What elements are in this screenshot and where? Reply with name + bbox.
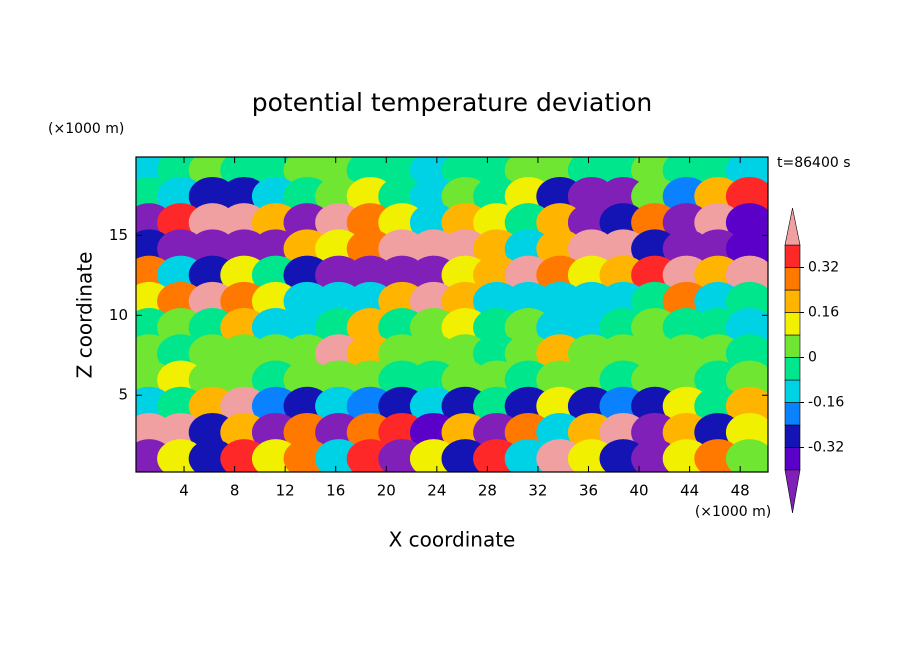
colorbar-segment	[784, 312, 801, 336]
x-tick-label: 8	[230, 482, 240, 500]
y-axis-label: Z coordinate	[73, 252, 97, 379]
colorbar-tick-label: 0.32	[808, 260, 839, 276]
x-tick-label: 12	[276, 482, 295, 500]
y-tick-label: 15	[109, 226, 128, 244]
x-tick-label: 24	[427, 482, 446, 500]
y-tick-label: 5	[118, 386, 128, 404]
x-unit: (×1000 m)	[695, 504, 771, 520]
colorbar-segment	[784, 379, 801, 403]
x-tick-label: 40	[630, 482, 649, 500]
colorbar-segment	[784, 267, 801, 291]
colorbar-tick-label: -0.32	[808, 440, 844, 456]
colorbar-segment	[784, 334, 801, 358]
colorbar-tick-label: 0.16	[808, 305, 839, 321]
colorbar-segment	[784, 447, 801, 471]
colorbar-segment	[784, 357, 801, 381]
plot-frame	[135, 156, 769, 473]
colorbar-low	[784, 469, 801, 514]
colorbar-tick-label: 0	[808, 350, 817, 366]
colorbar-high	[784, 207, 801, 246]
colorbar-segment	[784, 424, 801, 448]
x-tick-label: 32	[528, 482, 547, 500]
field-cell	[725, 439, 768, 472]
x-axis-label: X coordinate	[389, 528, 516, 552]
x-tick-label: 20	[377, 482, 396, 500]
x-tick-label: 48	[731, 482, 750, 500]
time-label: t=86400 s	[777, 155, 851, 171]
colorbar-segment	[784, 244, 801, 268]
x-tick-label: 36	[579, 482, 598, 500]
colorbar-segment	[784, 402, 801, 426]
field	[136, 157, 768, 472]
y-tick-label: 10	[109, 306, 128, 324]
y-unit: (×1000 m)	[48, 121, 124, 137]
chart-title: potential temperature deviation	[252, 88, 652, 117]
colorbar-segment	[784, 289, 801, 313]
colorbar-tick-label: -0.16	[808, 395, 844, 411]
x-tick-label: 4	[179, 482, 189, 500]
x-tick-label: 16	[326, 482, 345, 500]
x-tick-label: 28	[478, 482, 497, 500]
x-tick-label: 44	[680, 482, 699, 500]
